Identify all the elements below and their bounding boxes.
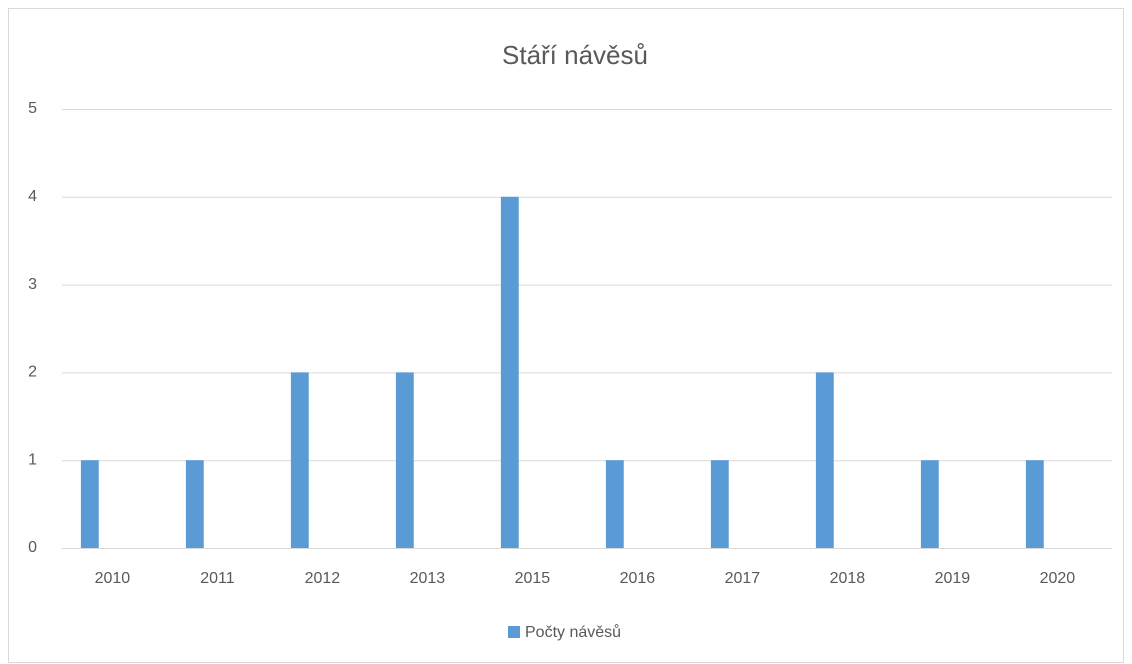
bar bbox=[920, 460, 939, 548]
x-tick-label: 2018 bbox=[830, 570, 866, 587]
bar bbox=[605, 460, 624, 548]
y-tick-label: 4 bbox=[28, 188, 37, 205]
x-tick-label: 2011 bbox=[200, 570, 235, 587]
bar bbox=[1025, 460, 1044, 548]
y-tick-label: 3 bbox=[28, 276, 37, 293]
legend-label: Počty návěsů bbox=[525, 623, 621, 641]
y-tick-label: 0 bbox=[28, 539, 37, 556]
bar bbox=[290, 372, 309, 548]
chart-border bbox=[8, 8, 1124, 663]
chart-title: Stáří návěsů bbox=[502, 40, 648, 70]
bar bbox=[500, 196, 519, 549]
bar bbox=[710, 460, 729, 548]
y-tick-label: 1 bbox=[28, 451, 37, 468]
legend-swatch bbox=[508, 626, 520, 638]
x-tick-label: 2019 bbox=[935, 570, 971, 587]
x-tick-label: 2016 bbox=[620, 570, 656, 587]
x-tick-label: 2017 bbox=[725, 570, 761, 587]
bar bbox=[80, 460, 99, 548]
bar bbox=[395, 372, 414, 548]
y-tick-label: 5 bbox=[28, 100, 37, 117]
x-tick-label: 2013 bbox=[410, 570, 446, 587]
x-tick-label: 2010 bbox=[95, 570, 131, 587]
x-tick-label: 2015 bbox=[515, 570, 551, 587]
x-tick-label: 2012 bbox=[305, 570, 341, 587]
bar bbox=[815, 372, 834, 548]
y-tick-label: 2 bbox=[28, 364, 37, 381]
bar bbox=[185, 460, 204, 548]
x-tick-label: 2020 bbox=[1040, 570, 1076, 587]
